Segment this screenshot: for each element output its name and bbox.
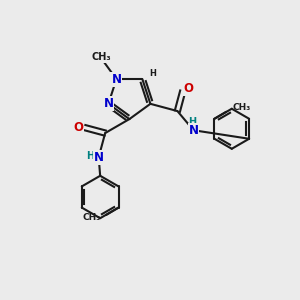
Text: O: O bbox=[183, 82, 193, 95]
Text: O: O bbox=[73, 121, 83, 134]
Text: CH₃: CH₃ bbox=[82, 213, 100, 222]
Text: H: H bbox=[86, 151, 94, 161]
Text: CH₃: CH₃ bbox=[233, 103, 251, 112]
Text: H: H bbox=[188, 117, 196, 127]
Text: H: H bbox=[150, 69, 157, 78]
Text: CH₃: CH₃ bbox=[92, 52, 112, 62]
Text: N: N bbox=[188, 124, 199, 137]
Text: N: N bbox=[94, 151, 104, 164]
Text: N: N bbox=[111, 73, 122, 85]
Text: N: N bbox=[103, 97, 113, 110]
